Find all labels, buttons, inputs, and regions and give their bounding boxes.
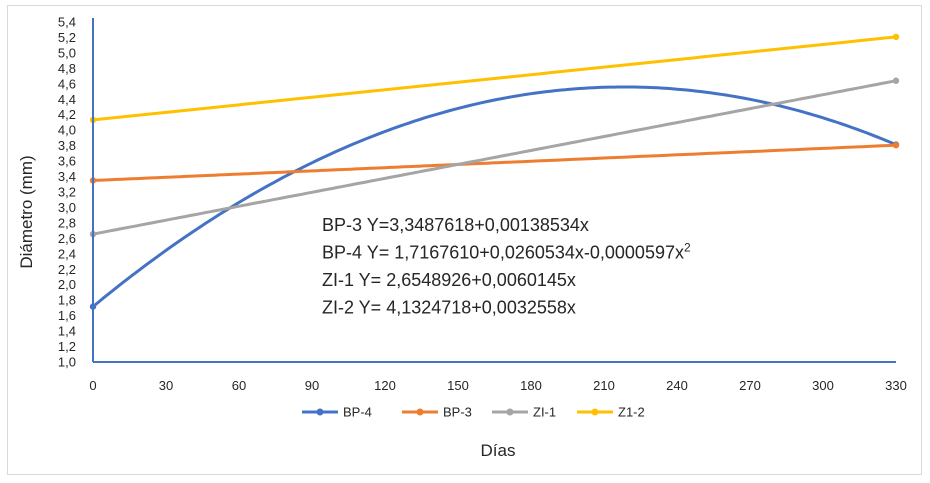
series-endpoint-marker bbox=[892, 33, 900, 41]
y-axis-title: Diámetro (mm) bbox=[17, 155, 36, 268]
x-tick-label: 150 bbox=[447, 378, 469, 393]
y-tick-label: 3,0 bbox=[58, 200, 76, 215]
legend-item-bp-3[interactable]: BP-3 bbox=[402, 405, 472, 420]
chart-frame bbox=[7, 5, 922, 475]
series-lines bbox=[89, 33, 900, 310]
y-tick-label: 2,6 bbox=[58, 231, 76, 246]
legend-label: Z1-2 bbox=[618, 405, 645, 420]
x-tick-label: 330 bbox=[885, 378, 907, 393]
y-tick-label: 3,6 bbox=[58, 154, 76, 169]
legend-swatch-marker bbox=[416, 408, 424, 416]
legend-label: BP-3 bbox=[443, 405, 472, 420]
x-tick-label: 300 bbox=[812, 378, 834, 393]
y-tick-label: 5,0 bbox=[58, 45, 76, 60]
series-endpoint-marker bbox=[892, 141, 900, 149]
y-tick-label: 2,8 bbox=[58, 215, 76, 230]
x-tick-label: 0 bbox=[89, 378, 96, 393]
x-tick-label: 270 bbox=[739, 378, 761, 393]
x-tick-label: 180 bbox=[520, 378, 542, 393]
y-tick-label: 4,6 bbox=[58, 76, 76, 91]
y-tick-label: 2,0 bbox=[58, 277, 76, 292]
x-tick-label: 240 bbox=[666, 378, 688, 393]
y-tick-label: 5,2 bbox=[58, 30, 76, 45]
regression-equations: BP-3 Y=3,3487618+0,00138534x BP-4 Y= 1,71… bbox=[322, 215, 691, 318]
y-tick-label: 1,2 bbox=[58, 339, 76, 354]
legend-item-bp-4[interactable]: BP-4 bbox=[302, 405, 372, 420]
legend-swatch-marker bbox=[506, 408, 514, 416]
equation-label: ZI-2 Y= 4,1324718+0,0032558x bbox=[322, 298, 576, 318]
x-axis-title: Días bbox=[481, 441, 516, 460]
y-tick-label: 4,0 bbox=[58, 123, 76, 138]
series-line-bp-3 bbox=[91, 143, 898, 182]
x-tick-label: 120 bbox=[374, 378, 396, 393]
x-tick-label: 60 bbox=[232, 378, 246, 393]
legend-label: BP-4 bbox=[343, 405, 372, 420]
series-line-zi-1 bbox=[91, 79, 898, 236]
y-tick-label: 1,0 bbox=[58, 355, 76, 370]
y-tick-label: 3,2 bbox=[58, 185, 76, 200]
y-tick-label: 1,6 bbox=[58, 308, 76, 323]
legend-item-z1-2[interactable]: Z1-2 bbox=[577, 405, 645, 420]
x-tick-label: 210 bbox=[593, 378, 615, 393]
legend-item-zi-1[interactable]: ZI-1 bbox=[492, 405, 556, 420]
series-endpoint-marker bbox=[892, 77, 900, 84]
equation-label: ZI-1 Y= 2,6548926+0,0060145x bbox=[322, 270, 576, 290]
y-tick-label: 3,8 bbox=[58, 138, 76, 153]
y-tick-label: 5,4 bbox=[58, 15, 76, 30]
y-tick-labels: 1,01,21,41,61,82,02,22,42,62,83,03,23,43… bbox=[58, 15, 76, 370]
legend: BP-4 BP-3 ZI-1 Z1-2 bbox=[302, 405, 645, 420]
x-tick-label: 30 bbox=[159, 378, 173, 393]
legend-swatch-marker bbox=[316, 408, 324, 416]
x-tick-label: 90 bbox=[305, 378, 319, 393]
y-tick-label: 4,2 bbox=[58, 107, 76, 122]
y-tick-label: 2,4 bbox=[58, 246, 76, 261]
equation-label: BP-4 Y= 1,7167610+0,0260534x-0,0000597x2 bbox=[322, 241, 691, 263]
y-tick-label: 1,8 bbox=[58, 293, 76, 308]
legend-label: ZI-1 bbox=[533, 405, 556, 420]
y-tick-label: 1,4 bbox=[58, 324, 76, 339]
equation-label: BP-3 Y=3,3487618+0,00138534x bbox=[322, 215, 589, 235]
legend-swatch-marker bbox=[591, 408, 599, 416]
series-line-z1-2 bbox=[91, 35, 898, 122]
y-tick-label: 2,2 bbox=[58, 262, 76, 277]
x-tick-labels: 0 30 60 90 120 150 180 210 240 270 300 330 bbox=[89, 378, 906, 393]
y-tick-label: 4,4 bbox=[58, 92, 76, 107]
y-tick-label: 3,4 bbox=[58, 169, 76, 184]
y-tick-label: 4,8 bbox=[58, 61, 76, 76]
